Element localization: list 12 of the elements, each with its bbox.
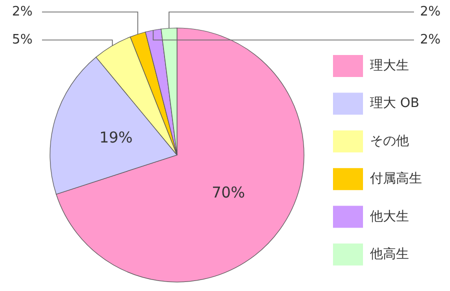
- data-label: 2%: [420, 4, 441, 20]
- data-label: 70%: [212, 183, 246, 202]
- legend-label: 理大 OB: [370, 96, 420, 112]
- data-label: 19%: [99, 128, 133, 146]
- legend-label: 理大生: [370, 58, 409, 74]
- legend-label: 付属高生: [369, 170, 422, 187]
- data-label: 2%: [12, 4, 33, 20]
- data-label: 5%: [12, 32, 33, 48]
- data-label: 2%: [420, 32, 441, 48]
- legend-label: 他高生: [370, 246, 409, 262]
- legend-label: 他大生: [370, 209, 409, 224]
- legend-label: その他: [370, 134, 409, 149]
